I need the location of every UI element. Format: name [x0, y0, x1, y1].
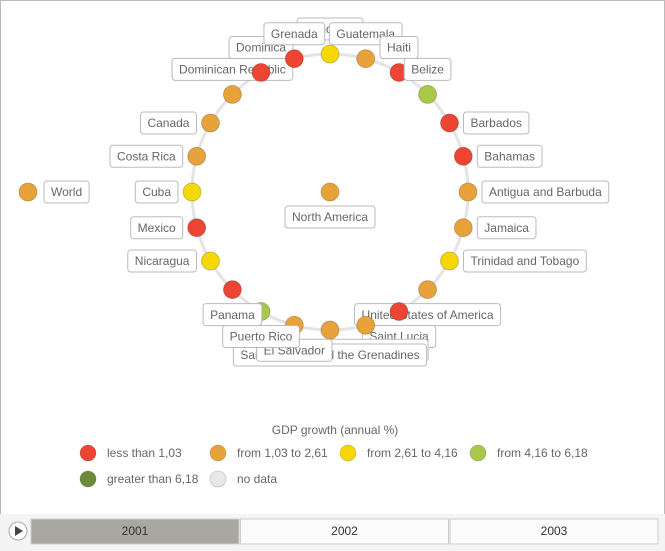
label-box	[481, 180, 610, 204]
node[interactable]	[222, 84, 242, 104]
node-label: Canada	[139, 111, 197, 135]
node[interactable]	[187, 218, 207, 238]
timeline-segment[interactable]	[240, 518, 449, 545]
node-label: Antigua and Barbuda	[481, 180, 610, 204]
node-label: Mexico	[130, 216, 184, 240]
node-label: Costa Rica	[109, 144, 184, 168]
label-box	[263, 22, 326, 46]
node[interactable]	[200, 251, 220, 271]
timeline-label: 2003	[541, 524, 568, 538]
node-label-text: Bahamas	[484, 149, 535, 163]
node-label-text: World	[51, 185, 82, 199]
node[interactable]	[200, 113, 220, 133]
node-label: United States of America	[354, 303, 502, 327]
node-label-text: Nicaragua	[135, 254, 190, 268]
node[interactable]	[440, 113, 460, 133]
node-label: Nicaragua	[127, 249, 197, 273]
node-label-text: Belize	[411, 63, 444, 77]
label-box	[463, 111, 530, 135]
node-label-text: Costa Rica	[117, 149, 176, 163]
node[interactable]	[389, 302, 409, 322]
legend-label: from 2,61 to 4,16	[367, 446, 458, 460]
node-label: Panama	[202, 303, 263, 327]
node[interactable]	[458, 182, 478, 202]
node[interactable]	[320, 44, 340, 64]
legend-marker	[339, 444, 357, 462]
node[interactable]	[418, 280, 438, 300]
node[interactable]	[418, 84, 438, 104]
node-label-text: Mexico	[138, 221, 176, 235]
node[interactable]	[320, 182, 340, 202]
node-label-text: Antigua and Barbuda	[489, 185, 602, 199]
label-box	[127, 249, 197, 273]
node-label: Puerto Rico	[222, 325, 300, 349]
legend-marker	[79, 444, 97, 462]
label-box	[476, 216, 537, 240]
legend-label: from 4,16 to 6,18	[497, 446, 588, 460]
legend-title: GDP growth (annual %)	[272, 423, 399, 437]
legend-marker	[469, 444, 487, 462]
node-label-text: Canada	[147, 116, 189, 130]
node-label: Haiti	[379, 35, 419, 59]
label-box	[109, 144, 184, 168]
node-label: Cuba	[134, 180, 179, 204]
node-label-text: Grenada	[271, 27, 318, 41]
legend-label: less than 1,03	[107, 446, 182, 460]
label-box	[130, 216, 184, 240]
label-box	[284, 205, 376, 229]
node-label-text: Panama	[210, 308, 255, 322]
node-label: Bahamas	[476, 144, 543, 168]
legend-marker	[209, 444, 227, 462]
node[interactable]	[18, 182, 38, 202]
legend-label: from 1,03 to 2,61	[237, 446, 328, 460]
node[interactable]	[251, 62, 271, 82]
node-label: Dominican Republic	[171, 57, 294, 81]
node-label-text: Jamaica	[484, 221, 529, 235]
timeline-segment[interactable]	[449, 518, 659, 545]
play-icon	[15, 526, 23, 536]
label-box	[403, 57, 452, 81]
node[interactable]	[356, 49, 376, 69]
node[interactable]	[453, 218, 473, 238]
label-box	[202, 303, 263, 327]
node[interactable]	[453, 146, 473, 166]
timeline-label: 2002	[331, 524, 358, 538]
label-box	[43, 180, 90, 204]
node-label: Belize	[403, 57, 452, 81]
timeline-segment[interactable]	[30, 518, 240, 545]
node[interactable]	[320, 320, 340, 340]
label-box	[139, 111, 197, 135]
legend-marker	[79, 470, 97, 488]
node-label-text: United States of America	[362, 308, 494, 322]
node-label-text: Barbados	[471, 116, 522, 130]
label-box	[463, 249, 587, 273]
label-box	[134, 180, 179, 204]
node-label: Barbados	[463, 111, 530, 135]
node[interactable]	[182, 182, 202, 202]
node-label-text: Puerto Rico	[230, 330, 293, 344]
node[interactable]	[187, 146, 207, 166]
timeline-label: 2001	[122, 524, 149, 538]
node[interactable]	[222, 280, 242, 300]
node-label-text: Haiti	[387, 41, 411, 55]
node-label: Grenada	[263, 22, 326, 46]
node-label-text: North America	[292, 210, 368, 224]
node-label: Jamaica	[476, 216, 537, 240]
legend-label: greater than 6,18	[107, 472, 199, 486]
legend-label: no data	[237, 472, 277, 486]
legend-marker	[209, 470, 227, 488]
node[interactable]	[356, 315, 376, 335]
node-label: North America	[284, 205, 376, 229]
node-label-text: Cuba	[142, 185, 171, 199]
label-box	[379, 35, 419, 59]
node[interactable]	[440, 251, 460, 271]
node-label-text: Trinidad and Tobago	[471, 254, 580, 268]
label-box	[476, 144, 543, 168]
node[interactable]	[284, 49, 304, 69]
node-label: World	[43, 180, 90, 204]
node-label: Trinidad and Tobago	[463, 249, 587, 273]
